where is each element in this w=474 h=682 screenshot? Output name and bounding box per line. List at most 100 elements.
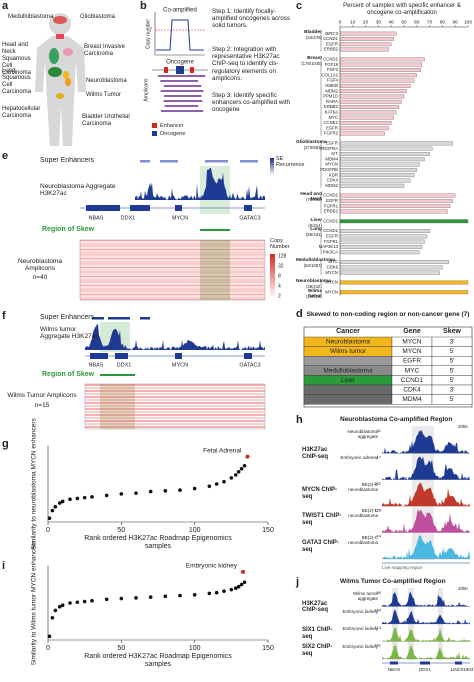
cancer-name: Medulloblastoma [323,367,373,374]
panel-label: i [2,560,6,572]
assay-label: MYCN ChIP-seq [302,487,337,500]
skew-highlight [100,384,135,429]
group-count: (273/581) [303,144,322,150]
amplicon-row [80,241,265,243]
category-label: MYC [328,259,338,264]
track-max: 352 [374,481,381,486]
cancer-name: Liver [341,377,356,384]
category-label: EGFR [326,233,338,238]
group-name: Medulloblastoma [296,258,336,264]
bar [339,234,428,239]
amplicon-row [85,414,265,416]
skew-value: 5' [450,367,455,374]
point [75,600,80,605]
point [242,580,247,585]
assay-label: H3K27ac ChIP-seq [302,600,329,614]
amplicon-row [80,265,265,267]
amplicon-row [80,298,265,300]
category-label: CCND1 [323,193,338,198]
point [236,584,241,589]
bar [339,73,417,78]
legend-tick: 128 [278,253,287,259]
sample-label: Wilms tumor aggregate [353,591,378,602]
x-tick-label: 0 [339,19,342,25]
amplicon-row [85,426,265,428]
chart-title: Percent of samples with specific enhance… [343,3,461,16]
gene [115,353,128,359]
point [242,463,247,468]
bar [339,31,397,36]
category-label: ERBB2 [324,47,339,52]
sample-label: BE(2)-C neuroblastoma [348,534,378,545]
point [148,595,153,599]
gene [90,353,108,359]
step-text: Step 1: Identify focally-amplified oncog… [212,8,291,30]
cancer-label: Medulloblastoma [8,14,54,20]
panel-label: f [2,310,6,322]
cancer-label: Breast Invasive Carcinoma [84,44,126,57]
bar [339,198,453,203]
gene [455,661,462,665]
point [207,591,212,596]
point [90,495,94,499]
bar [339,270,440,275]
legend-label: Enhancer [160,123,184,129]
group-name: Liver [310,217,322,223]
assay-label: H3K27ac ChIP-seq [302,447,329,461]
signal-track [382,430,470,454]
oncogene-box [176,66,184,74]
point [53,505,58,509]
point [68,497,72,502]
gene-label: MYCN [172,215,188,221]
bar [339,265,443,270]
plot-label: Co-amplified [163,8,197,14]
category-label: KAT6A [325,109,338,114]
skew-value: 5' [450,348,455,355]
threshold-label: 7 [149,27,152,33]
bar [339,110,397,115]
panel-label: j [296,576,300,588]
category-label: PDGFRA [320,146,338,151]
bar [339,115,394,120]
point [207,484,212,489]
group-name: Glioblastoma [296,139,327,145]
x-tick-label: 80 [440,19,446,25]
point [60,499,65,504]
point [192,486,197,491]
track-max: 114 [375,625,382,630]
amplicon-row [80,297,265,299]
amplicon-row [80,295,265,297]
point [222,589,226,593]
category-label: CCND1 [323,56,338,61]
sample-label: BE(2)-C neuroblastoma [348,508,378,519]
point [90,598,94,603]
bar [339,250,420,255]
category-label: KIT [331,151,338,156]
point [229,476,234,480]
gene-name: MYCN [402,339,421,346]
amplicon-row [80,264,265,266]
bar [339,219,469,224]
bar [339,141,453,146]
plot-label: Oncogene [166,60,194,66]
amplicon-row [85,387,265,389]
se-legend [270,158,274,174]
bar [339,131,385,136]
x-tick-label: 100 [189,527,201,534]
skew-value: 3' [450,339,455,346]
heatmap-label: Wilms Tumor Amplicons [7,392,77,399]
amplicon-row [80,262,265,264]
super-enhancer [240,160,258,163]
point [104,597,109,602]
gene-label: NBAS [388,667,400,672]
cancer-cell [303,384,393,395]
sample-label: Neuroblastoma aggregate [347,429,378,440]
amplicon-row [80,288,265,290]
gene [175,205,182,211]
group-name: Breast [307,55,322,61]
point [134,596,138,600]
amplicon-row [80,270,265,272]
sample-label: Embryonic kidney [342,608,378,614]
y-axis-label: Similarity to neuroblastoma MYCN enhance… [31,418,38,550]
category-label: EGFR [326,41,338,46]
